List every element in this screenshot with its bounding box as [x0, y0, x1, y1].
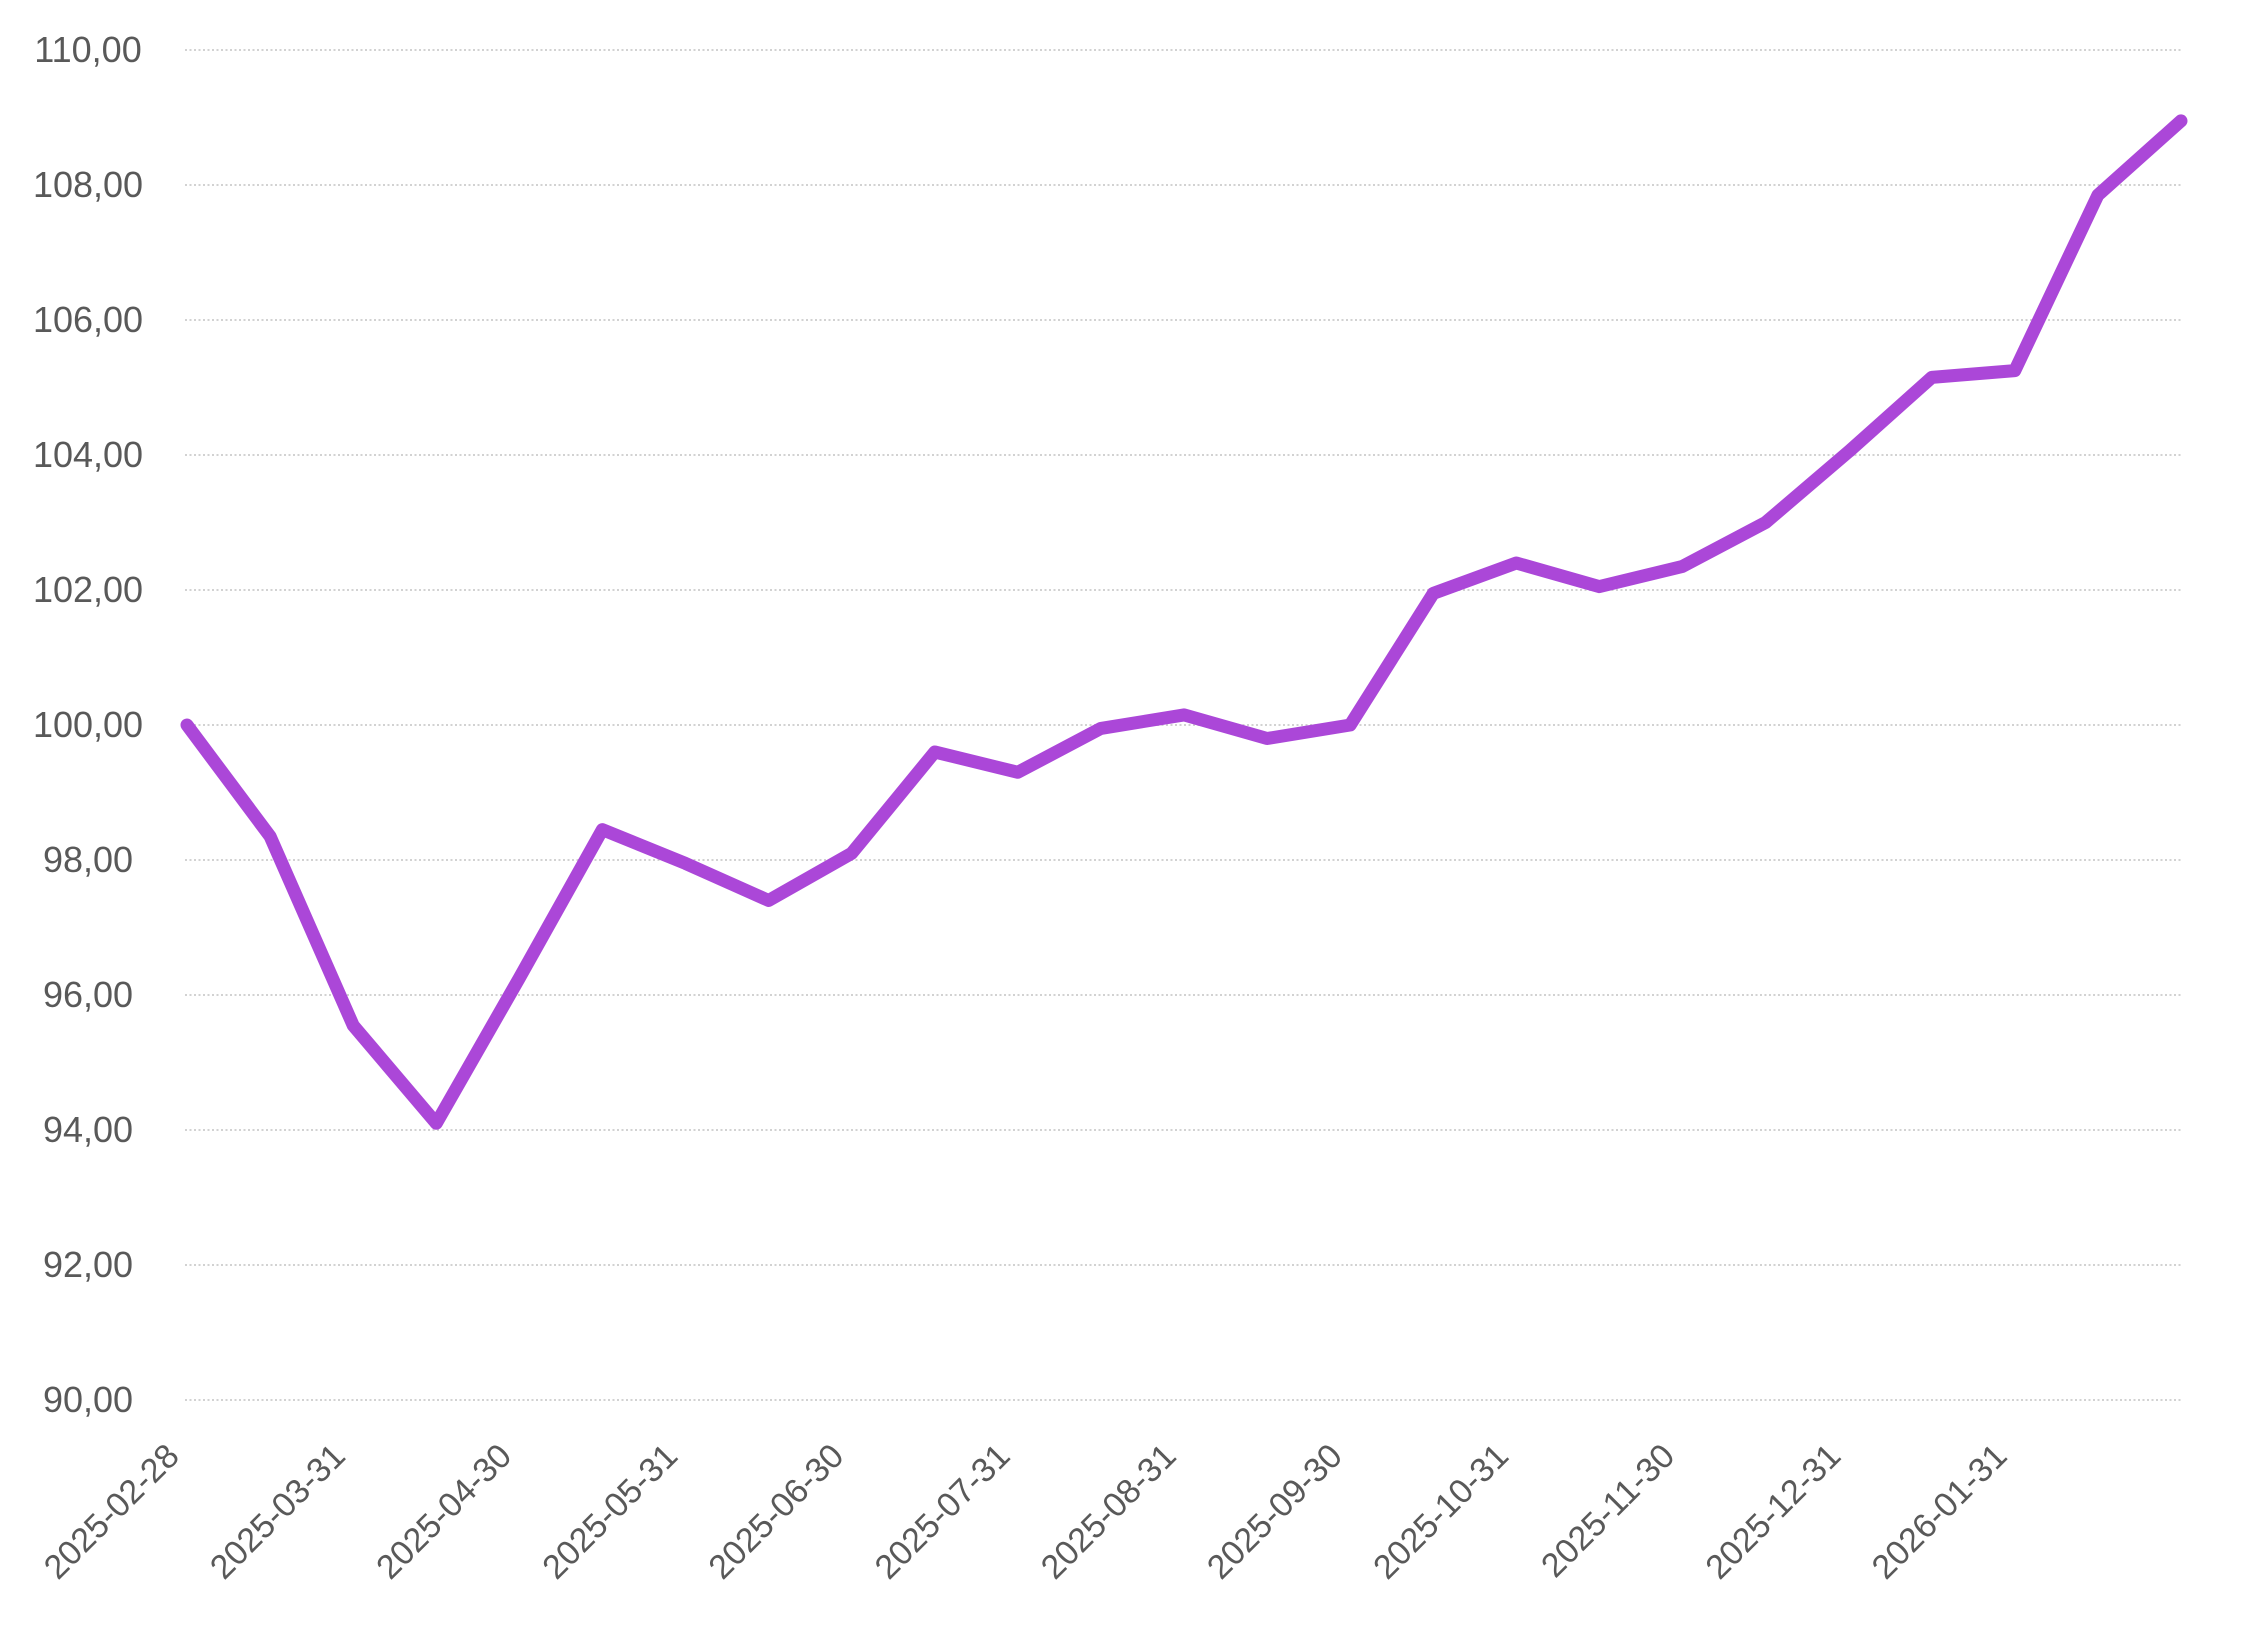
- y-axis-label: 102,00: [33, 569, 143, 610]
- y-axis-label: 90,00: [43, 1379, 133, 1420]
- x-axis-label: 2025-06-30: [701, 1437, 851, 1587]
- x-axis-label: 2025-02-28: [37, 1437, 187, 1587]
- y-axis-labels-group: 90,00 92,00 94,00 96,00 98,00 100,00 102,00 104…: [33, 29, 143, 1420]
- x-axis-label: 2025-12-31: [1698, 1437, 1848, 1587]
- series-group: [180, 114, 2188, 1130]
- x-axis-label: 2025-04-30: [369, 1437, 519, 1587]
- x-axis-label: 2025-10-31: [1366, 1437, 1516, 1587]
- y-axis-label: 94,00: [43, 1109, 133, 1150]
- y-axis-label: 100,00: [33, 704, 143, 745]
- y-axis-label: 96,00: [43, 974, 133, 1015]
- y-axis-label: 98,00: [43, 839, 133, 880]
- gridlines-group: [185, 49, 2182, 1401]
- y-axis-label: 110,00: [34, 29, 141, 70]
- y-axis-label: 108,00: [33, 164, 143, 205]
- x-axis-label: 2026-01-31: [1865, 1437, 2015, 1587]
- y-axis-label: 104,00: [33, 434, 143, 475]
- x-axis-label: 2025-08-31: [1034, 1437, 1184, 1587]
- x-axis-label: 2025-05-31: [535, 1437, 685, 1587]
- x-axis-label: 2025-07-31: [868, 1437, 1018, 1587]
- x-axis-label: 2025-03-31: [203, 1437, 353, 1587]
- x-axis-label: 2025-11-30: [1534, 1437, 1682, 1585]
- series-line: [180, 114, 2188, 1130]
- y-axis-label: 92,00: [43, 1244, 133, 1285]
- y-axis-label: 106,00: [33, 299, 143, 340]
- x-axis-labels-group: 2025-02-28 2025-03-31 2025-04-30 2025-05-31…: [37, 1437, 2015, 1587]
- x-axis-label: 2025-09-30: [1200, 1437, 1350, 1587]
